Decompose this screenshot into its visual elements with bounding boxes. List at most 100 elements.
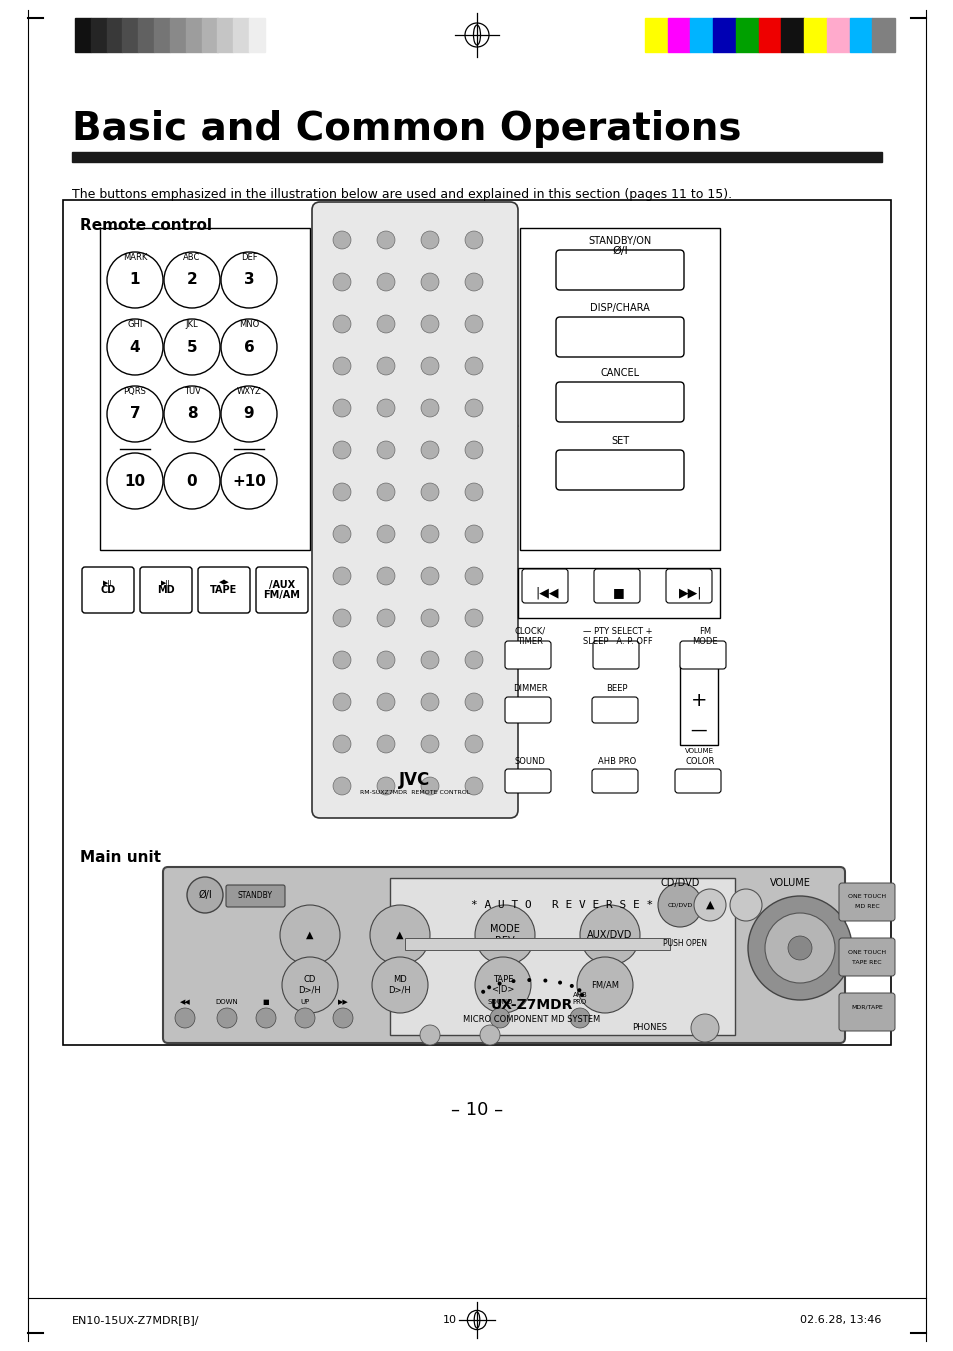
Text: – 10 –: – 10 –: [451, 1101, 502, 1119]
Circle shape: [376, 693, 395, 711]
Text: Basic and Common Operations: Basic and Common Operations: [71, 109, 740, 149]
Circle shape: [693, 889, 725, 921]
FancyBboxPatch shape: [838, 884, 894, 921]
FancyBboxPatch shape: [556, 317, 683, 357]
Circle shape: [333, 357, 351, 376]
FancyBboxPatch shape: [312, 203, 517, 817]
Circle shape: [221, 386, 276, 442]
Circle shape: [420, 693, 438, 711]
Bar: [644, 18, 667, 51]
Circle shape: [216, 1008, 236, 1028]
Circle shape: [420, 315, 438, 332]
Circle shape: [282, 957, 337, 1013]
Bar: [233, 18, 249, 51]
Circle shape: [487, 985, 491, 989]
Text: ▶▶: ▶▶: [337, 998, 348, 1005]
Text: 4: 4: [130, 339, 140, 354]
FancyBboxPatch shape: [556, 382, 683, 422]
Text: 8: 8: [187, 407, 197, 422]
Circle shape: [420, 357, 438, 376]
Circle shape: [577, 957, 633, 1013]
FancyBboxPatch shape: [226, 885, 285, 907]
Circle shape: [333, 440, 351, 459]
Circle shape: [420, 440, 438, 459]
Bar: [803, 18, 826, 51]
Circle shape: [464, 399, 482, 417]
Bar: [679, 665, 718, 744]
FancyBboxPatch shape: [592, 697, 638, 723]
Bar: [154, 18, 170, 51]
Text: Remote control: Remote control: [80, 218, 212, 232]
Bar: [390, 878, 734, 1035]
Circle shape: [376, 231, 395, 249]
Text: FM/AM: FM/AM: [590, 981, 618, 989]
FancyBboxPatch shape: [163, 867, 844, 1043]
Circle shape: [420, 526, 438, 543]
Circle shape: [376, 484, 395, 501]
Text: PUSH OPEN: PUSH OPEN: [662, 939, 706, 947]
Circle shape: [787, 936, 811, 961]
Circle shape: [527, 978, 531, 982]
Circle shape: [376, 273, 395, 290]
Text: REV: REV: [495, 936, 515, 946]
Bar: [667, 18, 690, 51]
Text: ◀▶: ◀▶: [218, 580, 229, 585]
Circle shape: [376, 609, 395, 627]
Circle shape: [511, 979, 515, 984]
Bar: [405, 938, 669, 950]
Circle shape: [419, 1025, 439, 1046]
Circle shape: [294, 1008, 314, 1028]
Circle shape: [764, 913, 834, 984]
Text: DIMMER: DIMMER: [512, 684, 547, 693]
Circle shape: [569, 1008, 589, 1028]
Text: CLOCK/: CLOCK/: [514, 627, 545, 636]
Text: JVC: JVC: [399, 771, 430, 789]
Text: UX-Z7MDR: UX-Z7MDR: [490, 998, 573, 1012]
Circle shape: [747, 896, 851, 1000]
Circle shape: [333, 315, 351, 332]
Circle shape: [376, 440, 395, 459]
Text: AHB
PRO: AHB PRO: [572, 992, 587, 1005]
Text: ▲: ▲: [705, 900, 714, 911]
Text: 1: 1: [130, 273, 140, 288]
Bar: [122, 18, 138, 51]
FancyBboxPatch shape: [504, 640, 551, 669]
Text: FM/AM: FM/AM: [263, 590, 300, 600]
Text: SOUND: SOUND: [514, 757, 545, 766]
Circle shape: [658, 884, 701, 927]
Bar: [100, 228, 310, 550]
Text: JKL: JKL: [186, 320, 198, 330]
Text: MNO: MNO: [238, 320, 259, 330]
Text: 2: 2: [187, 273, 197, 288]
Text: BEEP: BEEP: [605, 684, 627, 693]
Circle shape: [376, 651, 395, 669]
Circle shape: [464, 440, 482, 459]
Circle shape: [420, 567, 438, 585]
Text: AUX/DVD: AUX/DVD: [587, 929, 632, 940]
Text: ▲: ▲: [306, 929, 314, 940]
Text: The buttons emphasized in the illustration below are used and explained in this : The buttons emphasized in the illustrati…: [71, 188, 731, 201]
Text: Ø/I: Ø/I: [198, 890, 212, 900]
FancyBboxPatch shape: [593, 640, 639, 669]
Circle shape: [333, 399, 351, 417]
Text: ABC: ABC: [183, 253, 200, 262]
Text: ▲: ▲: [395, 929, 403, 940]
Text: |◀◀: |◀◀: [535, 586, 558, 600]
Circle shape: [107, 319, 163, 376]
Circle shape: [221, 253, 276, 308]
Text: GHI: GHI: [127, 320, 143, 330]
Circle shape: [333, 273, 351, 290]
Circle shape: [420, 651, 438, 669]
Text: EN10-15UX-Z7MDR[B]/: EN10-15UX-Z7MDR[B]/: [71, 1315, 199, 1325]
Bar: [138, 18, 154, 51]
Text: — PTY SELECT +: — PTY SELECT +: [582, 627, 652, 636]
Text: MODE: MODE: [490, 924, 519, 934]
Text: DOWN: DOWN: [215, 998, 238, 1005]
Text: ■: ■: [262, 998, 269, 1005]
Text: CD: CD: [303, 975, 315, 985]
Circle shape: [543, 978, 547, 982]
Bar: [758, 18, 781, 51]
Circle shape: [579, 905, 639, 965]
Circle shape: [464, 735, 482, 753]
Circle shape: [376, 357, 395, 376]
